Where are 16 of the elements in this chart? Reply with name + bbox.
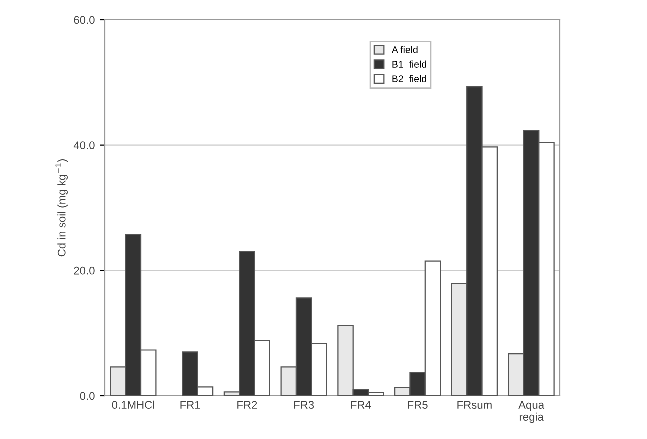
x-tick-label: FR5: [408, 401, 428, 410]
y-tick-label: 20.0: [74, 266, 95, 275]
x-tick-label: Aqua regia: [518, 401, 545, 424]
y-tick-label: 60.0: [74, 16, 95, 24]
x-tick-label: FR4: [351, 401, 372, 409]
x-tick-label: 0.1MHCl: [112, 400, 154, 410]
y-axis-title: Cd in soil (mg kg$^{−1}$): [56, 160, 68, 257]
y-tick-label: 40.0: [74, 142, 95, 150]
x-tick-label: FR3: [294, 401, 314, 410]
x-tick-label: FRsum: [458, 401, 492, 410]
legend-label: A field: [392, 46, 418, 54]
x-tick-label: FR2: [238, 401, 258, 409]
legend-label: B2 field: [392, 75, 426, 82]
y-tick-label: 0.0: [80, 392, 95, 400]
x-tick-label: FR1: [180, 401, 200, 409]
legend-label: B1 field: [392, 60, 426, 68]
